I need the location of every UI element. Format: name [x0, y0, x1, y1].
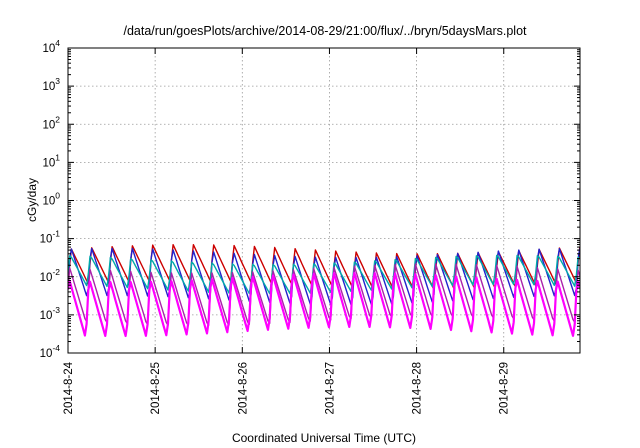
x-tick-label: 2014-8-28	[412, 362, 424, 414]
series-group	[68, 243, 580, 338]
chart-title: /data/run/goesPlots/archive/2014-08-29/2…	[123, 24, 527, 38]
y-tick-label: 10-2	[40, 267, 61, 284]
grid	[68, 48, 580, 353]
y-tick-label: 100	[42, 191, 60, 208]
series-line	[68, 254, 580, 295]
x-axis: 2014-8-24 2014-8-25 2014-8-26 2014-8-27 2014…	[63, 48, 511, 414]
y-tick-label: 102	[42, 114, 60, 131]
y-axis: 10-4 10-3 10-2 10-1 100 101 102 103 104	[40, 38, 580, 360]
y-tick-label: 101	[42, 152, 60, 169]
x-tick-label: 2014-8-26	[237, 362, 249, 414]
y-tick-label: 104	[42, 38, 60, 55]
series-line	[68, 271, 580, 338]
y-tick-label: 10-3	[40, 305, 61, 322]
x-tick-label: 2014-8-24	[63, 361, 75, 414]
x-axis-label: Coordinated Universal Time (UTC)	[232, 431, 416, 445]
x-tick-label: 2014-8-29	[499, 362, 511, 414]
x-tick-label: 2014-8-27	[324, 362, 336, 414]
x-tick-label: 2014-8-25	[150, 362, 162, 414]
y-tick-label: 10-1	[40, 229, 61, 246]
y-axis-label: cGy/day	[25, 178, 39, 222]
y-tick-label: 10-4	[40, 343, 61, 360]
y-tick-label: 103	[42, 76, 60, 93]
